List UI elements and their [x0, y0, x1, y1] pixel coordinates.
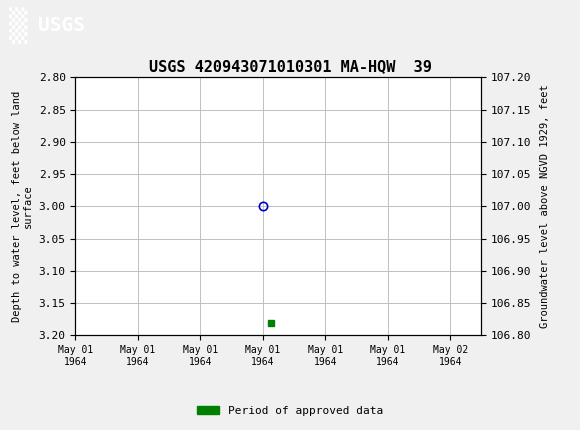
- Text: USGS: USGS: [38, 16, 85, 35]
- Y-axis label: Groundwater level above NGVD 1929, feet: Groundwater level above NGVD 1929, feet: [540, 85, 550, 328]
- Text: USGS 420943071010301 MA-HQW  39: USGS 420943071010301 MA-HQW 39: [148, 59, 432, 74]
- Y-axis label: Depth to water level, feet below land
surface: Depth to water level, feet below land su…: [12, 91, 33, 322]
- Legend: Period of approved data: Period of approved data: [193, 401, 387, 420]
- Text: ▒: ▒: [9, 8, 27, 44]
